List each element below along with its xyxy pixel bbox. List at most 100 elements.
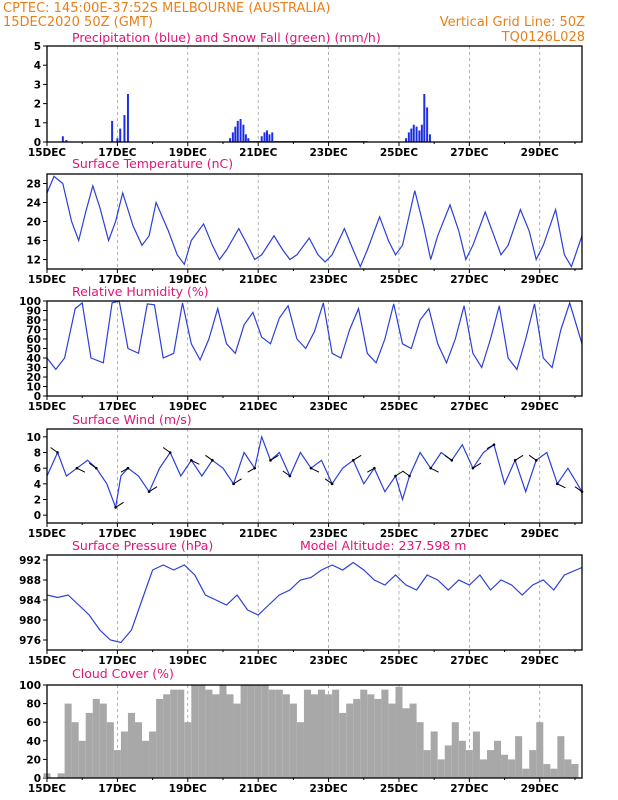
- cloud-bar: [381, 689, 389, 778]
- wind-xtick-label: 25DEC: [380, 528, 419, 540]
- wind-arrow-head: [269, 459, 272, 462]
- wind-line: [46, 434, 583, 510]
- precip-bar: [410, 128, 413, 142]
- humidity-ytick-label: 30: [26, 363, 41, 375]
- humidity-ytick-label: 90: [26, 306, 41, 318]
- pressure-panel: Surface Pressure (hPa) Model Altitude: 23…: [19, 538, 583, 667]
- wind-arrow-head: [288, 474, 292, 478]
- humidity-ytick-label: 100: [19, 296, 41, 308]
- precip-xtick-label: 23DEC: [309, 147, 348, 159]
- wind-arrow-head: [394, 474, 397, 478]
- cloud-bar: [57, 773, 65, 778]
- wind-arrow: [162, 447, 171, 453]
- precip-bar: [265, 130, 268, 142]
- humidity-xtick-label: 21DEC: [239, 401, 278, 413]
- precip-xtick-label: 25DEC: [380, 147, 419, 159]
- cloud-bar: [127, 712, 135, 778]
- cloud-bar: [444, 745, 452, 778]
- pressure-line: [46, 561, 583, 644]
- cloud-bar: [296, 722, 304, 778]
- humidity-ytick-label: 0: [34, 391, 41, 403]
- wind-arrow: [88, 462, 97, 469]
- header-grid-note: Vertical Grid Line: 50Z: [440, 15, 585, 30]
- precip-xtick-label: 17DEC: [98, 147, 137, 159]
- cloud-bar: [85, 712, 93, 778]
- cloud-bar: [275, 689, 283, 778]
- cloud-bar: [205, 689, 213, 778]
- precip-bar: [229, 138, 232, 142]
- wind-arrow: [115, 501, 124, 508]
- humidity-xtick-label: 27DEC: [450, 401, 489, 413]
- temperature-xtick-label: 23DEC: [309, 274, 348, 286]
- pressure-xtick-label: 17DEC: [98, 655, 137, 667]
- precip-bar: [231, 132, 234, 142]
- cloud-title: Cloud Cover (%): [72, 666, 174, 681]
- precip-bar: [234, 126, 237, 142]
- temperature-xtick-label: 29DEC: [521, 274, 560, 286]
- cloud-bar: [99, 703, 107, 778]
- cloud-bar: [64, 703, 72, 778]
- cloud-xtick-label: 25DEC: [380, 783, 419, 795]
- humidity-panel: Relative Humidity (%) 15DEC 17DEC 19DEC 21DE…: [19, 284, 583, 413]
- humidity-xtick-label: 29DEC: [521, 401, 560, 413]
- precip-xtick-label: 27DEC: [450, 147, 489, 159]
- precip-bar: [242, 124, 245, 142]
- wind-arrow: [367, 467, 375, 473]
- wind-arrow: [472, 462, 482, 469]
- header-run-time: 15DEC2020 50Z (GMT): [3, 15, 153, 30]
- pressure-xtick-label: 21DEC: [239, 655, 278, 667]
- precip-bar: [420, 124, 423, 142]
- cloud-bar: [346, 703, 354, 778]
- cloud-bar: [472, 731, 480, 778]
- wind-arrow-head: [351, 459, 355, 462]
- pressure-annotation: Model Altitude: 237.598 m: [300, 538, 466, 553]
- humidity-xtick-label: 17DEC: [98, 401, 137, 413]
- cloud-bar: [303, 689, 311, 778]
- cloud-bar: [282, 694, 290, 778]
- pressure-xtick-label: 23DEC: [309, 655, 348, 667]
- cloud-bar: [247, 685, 255, 778]
- cloud-ytick-label: 80: [26, 699, 41, 711]
- humidity-line: [46, 300, 583, 371]
- cloud-bar: [142, 740, 150, 778]
- wind-arrow-head: [513, 459, 517, 462]
- cloud-bar: [458, 740, 466, 778]
- precip-title: Precipitation (blue) and Snow Fall (gree…: [72, 30, 381, 45]
- cloud-bar: [233, 703, 241, 778]
- pressure-xtick-label: 25DEC: [380, 655, 419, 667]
- wind-arrow-head: [94, 466, 98, 470]
- pressure-ytick-label: 992: [19, 555, 41, 567]
- humidity-ytick-label: 70: [26, 325, 41, 337]
- temperature-title: Surface Temperature (nC): [72, 156, 233, 171]
- precip-bar: [236, 120, 239, 142]
- precip-bar: [271, 132, 274, 142]
- temperature-xtick-label: 21DEC: [239, 274, 278, 286]
- humidity-ytick-label: 50: [26, 344, 41, 356]
- precip-bar: [407, 132, 410, 142]
- wind-arrow: [352, 454, 362, 461]
- wind-arrow-head: [556, 482, 559, 486]
- wind-arrow-head: [471, 466, 475, 470]
- cloud-ytick-label: 0: [34, 773, 41, 785]
- cloud-ytick-label: 60: [26, 717, 41, 729]
- wind-arrow: [270, 454, 279, 461]
- precip-frame: [46, 45, 583, 143]
- wind-arrow: [402, 470, 410, 477]
- cloud-bar: [416, 722, 424, 778]
- wind-arrow-head: [114, 506, 117, 509]
- cloud-bar: [388, 703, 396, 778]
- wind-arrow-head: [492, 443, 496, 446]
- humidity-xtick-label: 25DEC: [380, 401, 419, 413]
- panels: Precipitation (blue) and Snow Fall (gree…: [19, 30, 584, 795]
- temperature-xtick-label: 15DEC: [28, 274, 67, 286]
- pressure-xtick-label: 15DEC: [28, 655, 67, 667]
- wind-arrow-head: [429, 466, 432, 470]
- temperature-ytick-label: 12: [26, 255, 41, 267]
- humidity-ytick-label: 60: [26, 334, 41, 346]
- pressure-ytick-label: 988: [19, 575, 41, 587]
- wind-arrow-head: [211, 459, 214, 462]
- precip-bar: [126, 94, 129, 142]
- humidity-ytick-label: 20: [26, 372, 41, 384]
- cloud-bar: [423, 750, 431, 778]
- cloud-bar: [543, 764, 551, 778]
